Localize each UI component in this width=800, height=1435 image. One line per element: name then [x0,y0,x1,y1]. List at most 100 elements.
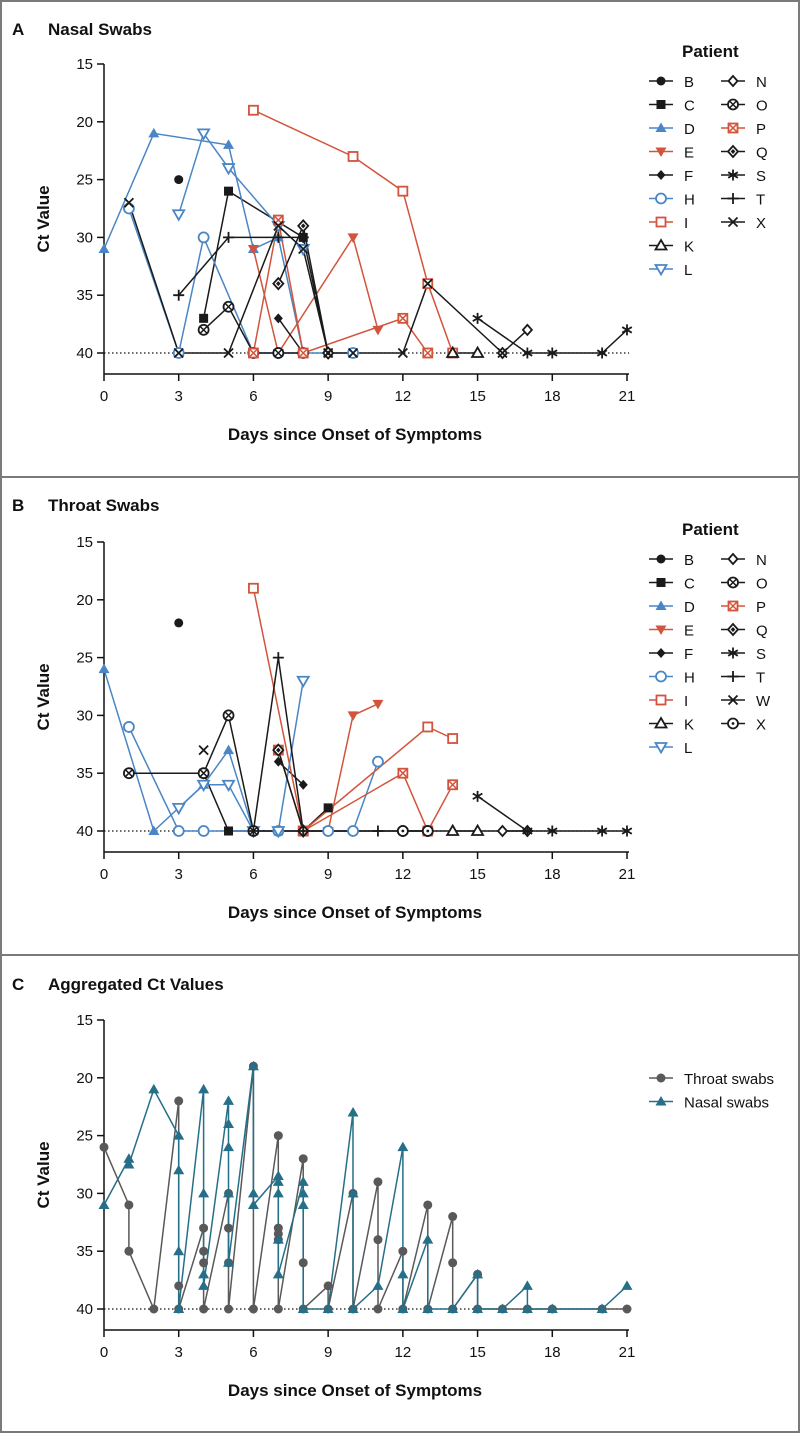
point-patient-c [323,803,333,813]
point-patient-x [396,825,409,837]
legend-label-e: E [684,623,694,640]
legend-label-o: O [756,98,768,115]
point-patient-nasal-swabs [173,1303,185,1313]
point-patient-l [196,128,211,141]
point-patient-n [521,323,534,337]
panel-b-letter: B [12,496,24,515]
legend-label-h: H [684,192,695,209]
point-patient-d [223,139,235,149]
legend-label-d: D [684,599,695,616]
legend-label-f: F [684,168,693,185]
point-patient-nasal-swabs [297,1176,309,1186]
point-patient-throat-swabs [174,1281,184,1291]
point-patient-nasal-swabs [297,1303,309,1313]
point-patient-q [297,219,310,233]
point-patient-p [397,767,409,779]
legend-marker-nasal-swabs [655,1096,667,1106]
point-patient-x [421,825,434,837]
point-patient-s [547,347,558,359]
y-tick-label: 20 [76,1070,93,1087]
point-patient-c [199,313,209,323]
series-line-patient-i [253,109,454,354]
legend-marker-i [655,694,667,706]
point-patient-nasal-swabs [272,1234,284,1244]
point-patient-nasal-swabs [247,1199,259,1209]
point-patient-w [198,744,209,756]
chart-title: Aggregated Ct Values [48,975,224,994]
point-patient-h [172,825,185,837]
point-patient-nasal-swabs [173,1245,185,1256]
point-patient-s [472,790,483,802]
x-tick-label: 0 [100,866,108,883]
point-patient-x [347,347,359,359]
y-tick-label: 30 [76,1185,93,1202]
x-tick-label: 12 [395,388,412,405]
series-line-patient-d [103,132,304,354]
point-patient-nasal-swabs [347,1106,359,1117]
point-patient-throat-swabs [99,1142,109,1152]
x-tick-label: 21 [619,866,636,883]
legend-title: Patient [682,520,739,539]
point-patient-s [596,825,608,837]
legend-marker-x [727,717,739,730]
legend-label-l: L [684,740,692,757]
legend-marker-d [655,122,667,132]
point-patient-nasal-swabs [148,1083,160,1094]
x-tick-label: 21 [619,388,636,405]
point-patient-s [596,347,608,359]
x-tick-label: 9 [324,388,332,405]
y-tick-label: 30 [76,707,93,724]
x-tick-label: 15 [469,1344,486,1361]
point-patient-throat-swabs [174,1096,184,1106]
point-patient-p [397,312,409,324]
y-tick-label: 25 [76,1128,93,1145]
y-tick-label: 30 [76,229,93,246]
legend-label-x: X [756,215,766,232]
point-patient-t [372,825,384,837]
y-tick-label: 35 [76,765,93,782]
point-patient-throat-swabs [199,1223,209,1233]
point-patient-k [445,345,460,358]
legend-marker-o [727,98,739,111]
point-patient-k [470,823,485,836]
point-patient-throat-swabs [199,1258,209,1268]
legend-label-t: T [756,192,765,209]
point-patient-nasal-swabs [198,1268,210,1279]
x-tick-label: 18 [544,388,561,405]
point-patient-s [621,324,633,336]
point-patient-throat-swabs [373,1235,383,1245]
point-patient-h [322,825,335,837]
point-patient-b [174,175,184,185]
legend-marker-c [656,100,666,109]
point-patient-o [197,767,210,780]
panel-c: C Aggregated Ct Values 15 20 25 30 35 40 0 3 6 9 12 1… [0,954,800,1433]
point-patient-f [273,313,283,324]
legend-label-p: P [756,599,766,616]
point-patient-k [445,823,460,836]
legend-label-c: C [684,98,695,115]
y-axis-title: Ct Value [34,663,53,730]
y-tick-label: 40 [76,345,93,362]
point-patient-throat-swabs [199,1304,209,1314]
point-patient-throat-swabs [398,1246,408,1256]
point-patient-e [347,711,359,721]
point-patient-throat-swabs [323,1281,333,1291]
point-patient-throat-swabs [273,1304,283,1314]
point-patient-n [496,824,509,838]
point-patient-nasal-swabs [521,1303,533,1313]
point-patient-i [397,185,409,197]
x-tick-label: 6 [249,866,257,883]
point-patient-p [248,347,259,359]
series-line-patient-c [202,772,329,832]
point-patient-throat-swabs [224,1223,234,1233]
point-patient-nasal-swabs [596,1303,608,1313]
legend-marker-t [727,671,739,682]
point-patient-e [347,233,359,243]
legend-label-q: Q [756,623,768,640]
series-line-patient-p [277,749,454,833]
y-tick-label: 25 [76,650,93,667]
point-patient-h [197,825,210,837]
point-patient-nasal-swabs [422,1303,434,1313]
x-axis-title: Days since Onset of Symptoms [228,1381,482,1400]
